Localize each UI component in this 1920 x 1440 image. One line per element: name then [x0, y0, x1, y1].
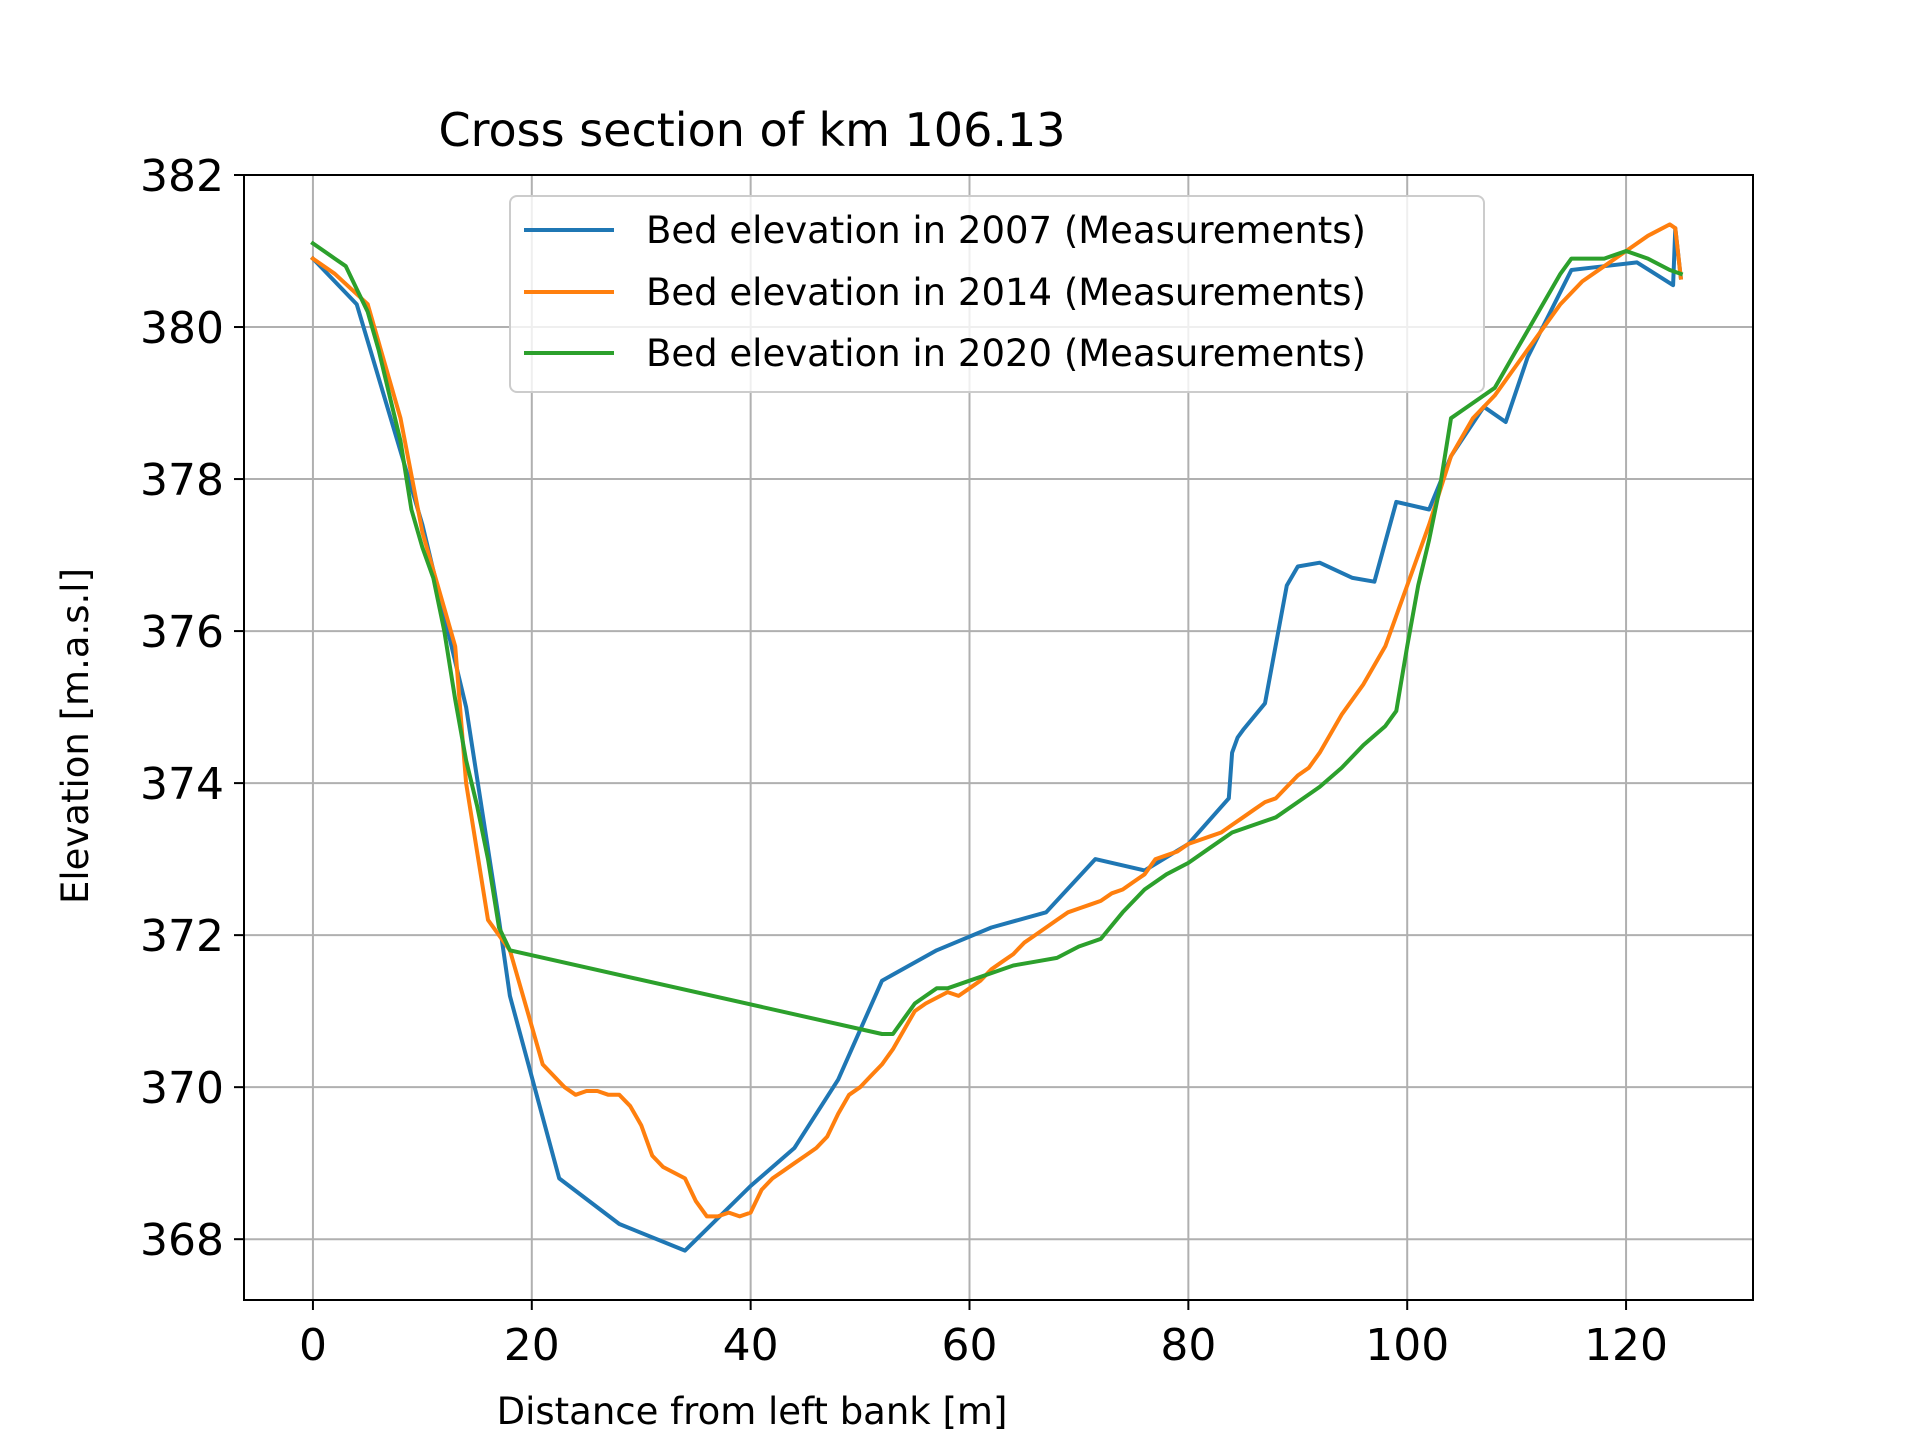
y-tick-label: 368 [140, 1215, 224, 1266]
chart-title: Cross section of km 106.13 [439, 103, 1066, 157]
x-tick-label: 120 [1584, 1320, 1668, 1371]
y-axis-label: Elevation [m.a.s.l] [54, 568, 97, 904]
plot-area-frame [243, 174, 1754, 1301]
x-tick-label: 60 [942, 1320, 998, 1371]
legend-label-2014: Bed elevation in 2014 (Measurements) [646, 271, 1366, 314]
x-tick-label: 80 [1160, 1320, 1216, 1371]
y-tick-label: 376 [140, 607, 224, 658]
y-tick-label: 382 [140, 151, 224, 202]
series-line-2007 [310, 226, 1684, 1253]
data-series [310, 222, 1684, 1253]
series-line-2020 [310, 240, 1684, 1036]
y-tick-label: 380 [140, 303, 224, 354]
y-axis: 368 370 372 374 376 378 380 382 [140, 151, 244, 1266]
y-tick-label: 370 [140, 1063, 224, 1114]
legend-label-2020: Bed elevation in 2020 (Measurements) [646, 332, 1366, 375]
legend: Bed elevation in 2007 (Measurements) Bed… [509, 195, 1485, 393]
x-tick-label: 0 [299, 1320, 327, 1371]
legend-box [509, 195, 1485, 393]
x-axis: 0 20 40 60 80 100 120 [299, 1300, 1668, 1371]
legend-label-2007: Bed elevation in 2007 (Measurements) [646, 209, 1366, 252]
y-tick-label: 378 [140, 455, 224, 506]
x-tick-label: 40 [723, 1320, 779, 1371]
x-tick-label: 20 [504, 1320, 560, 1371]
y-tick-label: 374 [140, 759, 224, 810]
x-tick-label: 100 [1365, 1320, 1449, 1371]
y-tick-label: 372 [140, 911, 224, 962]
x-axis-label: Distance from left bank [m] [497, 1390, 1008, 1433]
